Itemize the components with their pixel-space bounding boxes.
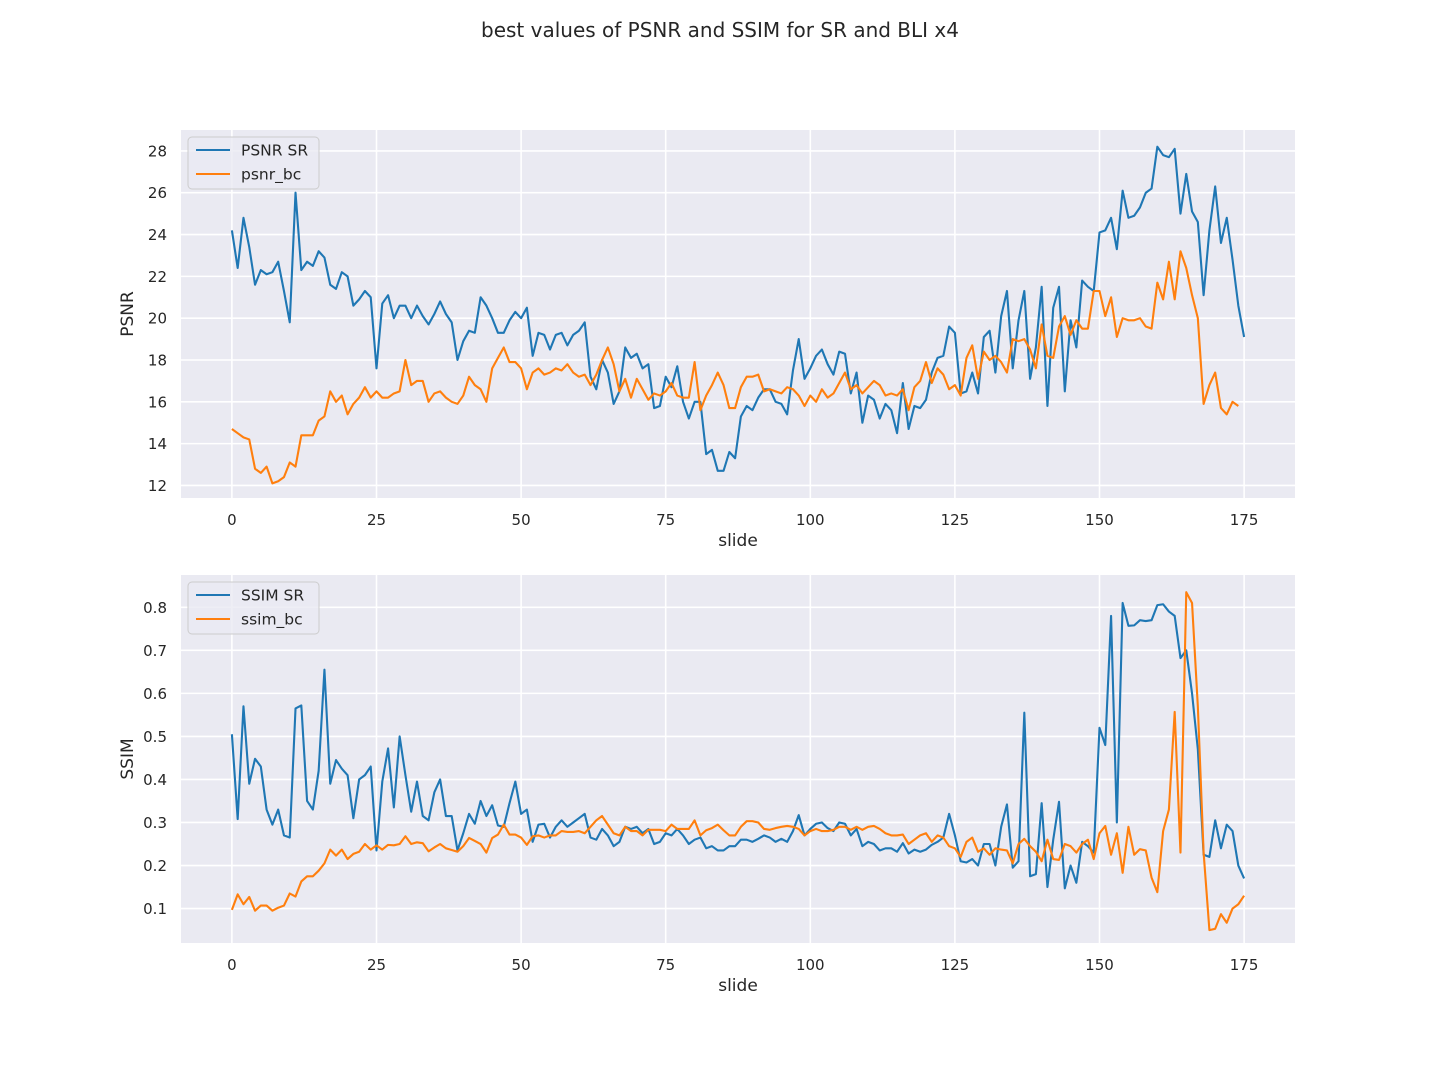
legend-label: PSNR SR <box>241 142 308 160</box>
x-tick-label: 0 <box>227 956 237 974</box>
series-line-ssim-bc <box>230 591 1245 932</box>
legend: SSIM SR ssim_bc <box>187 581 320 635</box>
x-tick-label: 50 <box>512 956 531 974</box>
x-tick-label: 25 <box>367 956 386 974</box>
x-tick-label: 100 <box>796 956 825 974</box>
chart-panel-2: 0 25 50 75 100 125 150 175 0.1 0.2 0.3 0.4 0.5 0.6 0.7… <box>118 575 1295 996</box>
series-line-ssim-sr <box>230 601 1246 890</box>
y-tick-label: 0.6 <box>143 685 167 703</box>
y-axis-label: SSIM <box>118 738 138 779</box>
legend-label: SSIM SR <box>241 587 304 605</box>
y-tick-label: 26 <box>148 184 167 202</box>
y-tick-label: 20 <box>148 310 167 328</box>
y-tick-label: 0.5 <box>143 728 167 746</box>
y-tick-label: 22 <box>148 268 167 286</box>
x-tick-label: 125 <box>941 511 970 529</box>
x-tick-label: 0 <box>227 511 237 529</box>
y-tick-label: 16 <box>148 393 167 411</box>
x-axis-label: slide <box>718 531 758 551</box>
y-tick-label: 0.1 <box>143 900 167 918</box>
y-tick-label: 0.3 <box>143 814 167 832</box>
chart-panel-1: 0 25 50 75 100 125 150 175 12 14 16 18 20 22 24 26 28 sli… <box>118 130 1295 551</box>
x-tick-label: 25 <box>367 511 386 529</box>
y-tick-label: 28 <box>148 142 167 160</box>
x-tick-label: 175 <box>1230 956 1259 974</box>
series-line-psnr-sr <box>230 145 1246 472</box>
x-tick-label: 75 <box>656 956 675 974</box>
plot-background <box>181 575 1295 943</box>
y-tick-label: 0.2 <box>143 857 167 875</box>
x-tick-label: 100 <box>796 511 825 529</box>
y-tick-label: 0.7 <box>143 642 167 660</box>
figure-title: best values of PSNR and SSIM for SR and … <box>481 18 959 42</box>
y-tick-label: 0.8 <box>143 599 167 617</box>
series-line-psnr-bc <box>231 250 1239 485</box>
legend: PSNR SR psnr_bc <box>187 136 320 190</box>
legend-label: ssim_bc <box>241 611 303 630</box>
x-tick-label: 150 <box>1085 511 1114 529</box>
x-tick-label: 75 <box>656 511 675 529</box>
x-tick-label: 175 <box>1230 511 1259 529</box>
y-tick-label: 12 <box>148 477 167 495</box>
x-axis-label: slide <box>718 976 758 996</box>
x-tick-label: 50 <box>512 511 531 529</box>
legend-label: psnr_bc <box>241 166 301 185</box>
y-tick-label: 0.4 <box>143 771 167 789</box>
x-tick-label: 125 <box>941 956 970 974</box>
y-tick-label: 14 <box>148 435 167 453</box>
y-tick-label: 24 <box>148 226 167 244</box>
y-axis-label: PSNR <box>118 291 138 337</box>
x-tick-label: 150 <box>1085 956 1114 974</box>
y-tick-label: 18 <box>148 352 167 370</box>
